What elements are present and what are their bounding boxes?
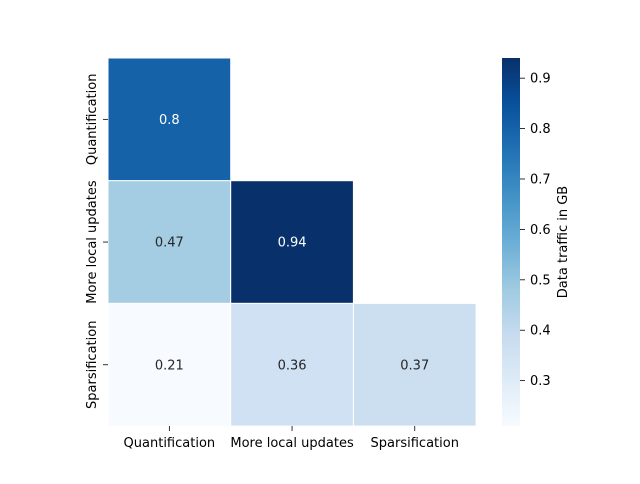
x-tick-label: More local updates	[230, 436, 354, 451]
heatmap-cells: 0.8 0.47 0.94 0.21 0.36 0.37	[107, 57, 477, 427]
cell-value-label: 0.37	[400, 358, 429, 373]
x-axis: Quantification More local updates Sparsifi…	[124, 426, 459, 451]
colorbar-tick-label: 0.6	[530, 223, 551, 238]
heatmap-cell	[230, 180, 354, 304]
x-tick-label: Quantification	[124, 436, 216, 451]
cell-value-label: 0.47	[155, 236, 184, 251]
y-tick-label: More local updates	[85, 180, 100, 304]
cell-value-label: 0.8	[159, 113, 180, 128]
colorbar-gradient	[502, 58, 520, 426]
y-axis: Quantification More local updates Sparsifi…	[85, 74, 108, 409]
colorbar-tick-label: 0.4	[530, 324, 551, 339]
y-tick-label: Quantification	[85, 74, 100, 166]
colorbar-tick-label: 0.9	[530, 72, 551, 87]
x-tick-label: Sparsification	[371, 436, 459, 451]
colorbar-tick-label: 0.3	[530, 374, 551, 389]
cell-value-label: 0.36	[278, 358, 307, 373]
heatmap-cell	[230, 302, 354, 427]
heatmap-cell	[352, 302, 477, 427]
colorbar-tick-label: 0.8	[530, 122, 551, 137]
colorbar-tick-label: 0.5	[530, 273, 551, 288]
heatmap-cell	[107, 57, 232, 182]
y-tick-label: Sparsification	[85, 321, 100, 409]
colorbar: 0.3 0.4 0.5 0.6 0.7 0.8 0.9 Data traffic in GB	[502, 58, 571, 426]
colorbar-label: Data traffic in GB	[556, 186, 571, 298]
heatmap-cell	[107, 180, 232, 304]
cell-value-label: 0.94	[278, 236, 307, 251]
colorbar-tick-label: 0.7	[530, 172, 551, 187]
cell-value-label: 0.21	[155, 358, 184, 373]
heatmap-cell	[107, 302, 232, 427]
